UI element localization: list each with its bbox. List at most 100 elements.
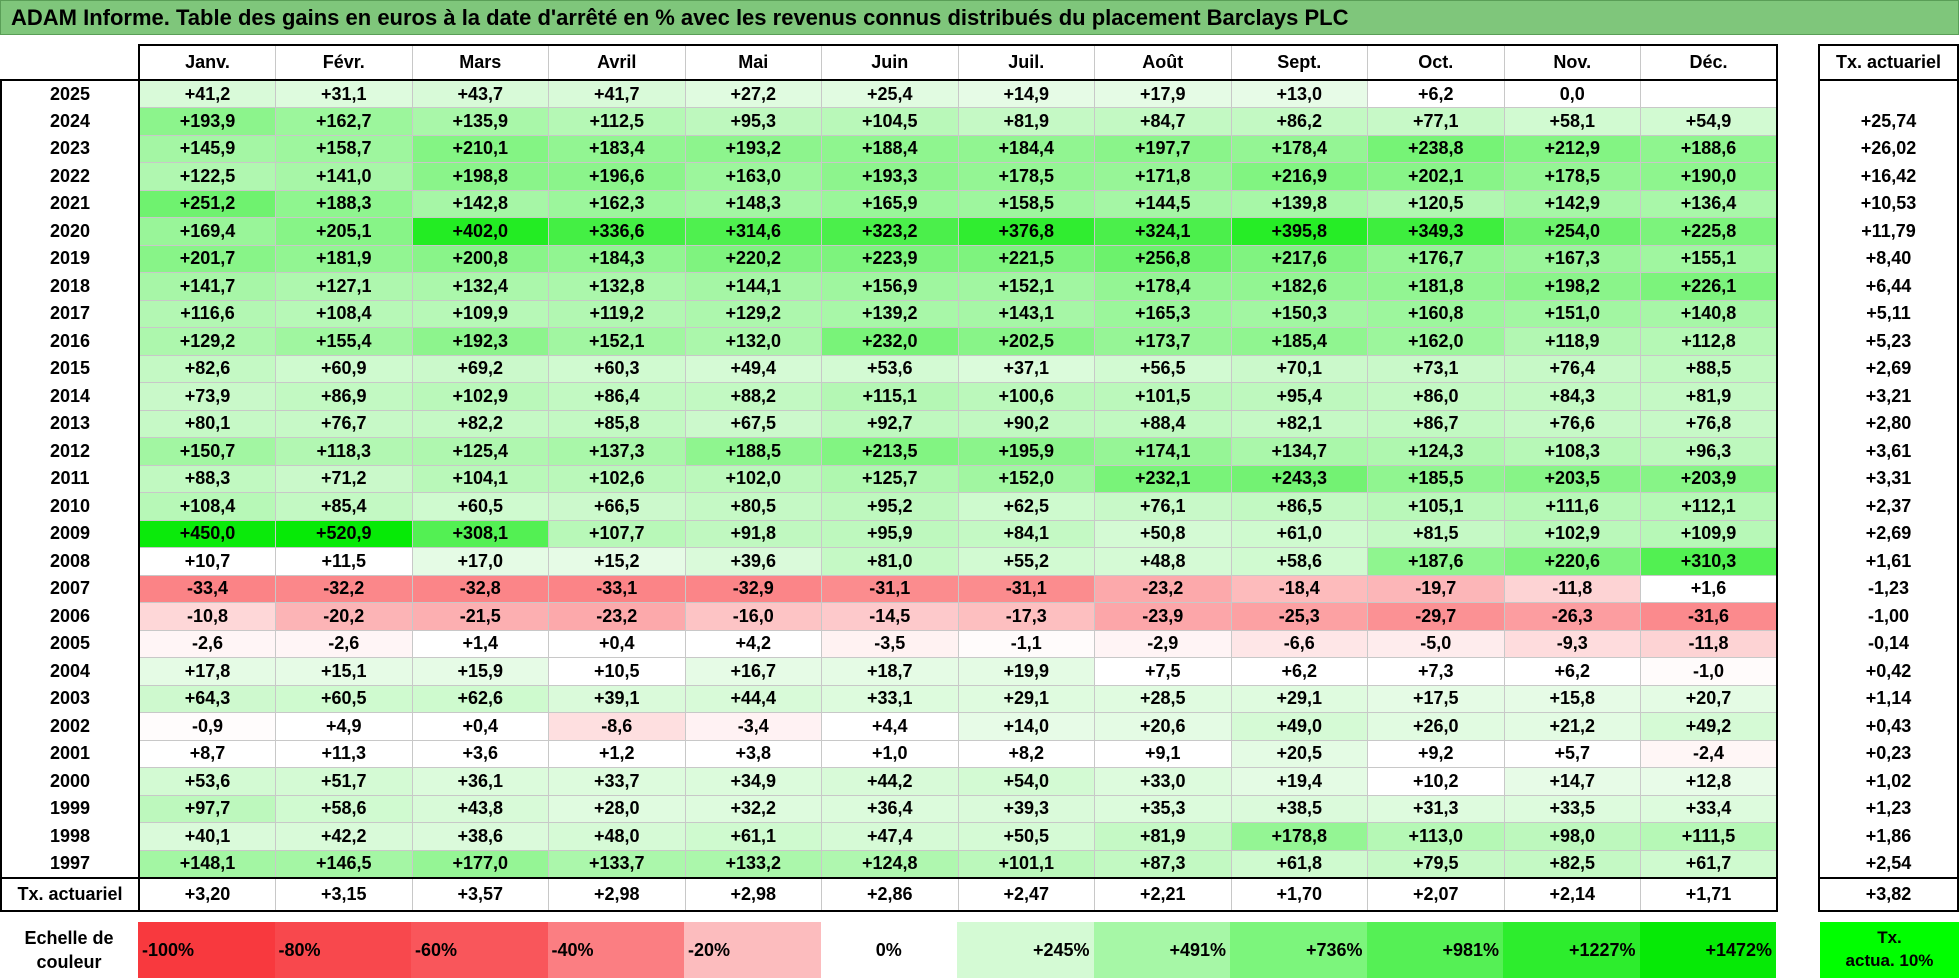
gain-cell: -31,1 [821,574,959,603]
gain-cell: +58,1 [1503,107,1641,136]
gain-cell: +122,5 [138,162,276,191]
gain-cell: +187,6 [1367,547,1505,576]
annual-rate-cell: -1,23 [1818,575,1959,603]
gain-cell: +142,8 [411,189,549,218]
gain-cell: +198,8 [411,162,549,191]
gain-cell: +223,9 [821,244,959,273]
gain-cell: +1,4 [411,629,549,658]
scale-swatch: -60% [411,922,548,978]
annual-rate-cell: +1,86 [1818,822,1959,850]
gain-cell: +202,5 [957,327,1095,356]
year-label: 2001 [0,740,140,768]
annual-rate-cell: +2,54 [1818,850,1959,878]
gain-cell: +120,5 [1367,189,1505,218]
gain-cell: +17,9 [1094,79,1232,108]
gain-cell: +124,3 [1367,437,1505,466]
gain-cell: +44,2 [821,767,959,796]
month-header: Févr. [275,44,413,81]
gain-cell: -2,9 [1094,629,1232,658]
gain-cell: +402,0 [411,217,549,246]
gain-cell: +33,7 [548,767,686,796]
annual-rate-cell: +16,42 [1818,162,1959,190]
color-scale-label-line2: couleur [36,952,102,972]
gain-cell: +137,3 [548,437,686,466]
gain-cell: -23,2 [1094,574,1232,603]
color-scale-label: Echelle de couleur [0,922,138,978]
gain-cell: +26,0 [1367,712,1505,741]
gain-cell: +6,2 [1367,79,1505,108]
gain-cell: +95,9 [821,519,959,548]
annual-rate-cell: +0,23 [1818,740,1959,768]
gain-cell: +112,1 [1640,492,1778,521]
annual-rate-cell: +2,37 [1818,492,1959,520]
gain-cell: +238,8 [1367,134,1505,163]
gain-cell: +11,5 [275,547,413,576]
year-label: 2017 [0,300,140,328]
gain-cell: +111,5 [1640,822,1778,851]
gain-cell: +181,9 [275,244,413,273]
gain-cell: +139,8 [1230,189,1368,218]
gain-cell: -32,8 [411,574,549,603]
gain-cell: +127,1 [275,272,413,301]
gain-cell: +195,9 [957,437,1095,466]
year-label: 2020 [0,217,140,245]
gain-cell: +67,5 [684,409,822,438]
gain-cell: +198,2 [1503,272,1641,301]
table-row: 2016 +129,2 +155,4 +192,3 +152,1 +132,0 +232,0… [0,327,1778,356]
gain-cell: +31,3 [1367,794,1505,823]
gain-cell: +49,0 [1230,712,1368,741]
annual-rate-cell: +11,79 [1818,217,1959,245]
table-row: 2017 +116,6 +108,4 +109,9 +119,2 +129,2 +139,2… [0,299,1778,328]
gain-cell: +95,3 [684,107,822,136]
year-label: 2007 [0,575,140,603]
gain-cell: +141,7 [138,272,276,301]
gain-cell: +28,5 [1094,684,1232,713]
month-header: Juin [821,44,959,81]
gain-cell: -32,9 [684,574,822,603]
gain-cell: +169,4 [138,217,276,246]
gain-cell: +142,9 [1503,189,1641,218]
gain-cell: +5,7 [1503,739,1641,768]
gain-cell: +42,2 [275,822,413,851]
scale-swatch: -20% [684,922,821,978]
gain-cell: +79,5 [1367,849,1505,878]
gain-cell: +184,4 [957,134,1095,163]
gain-cell: +15,8 [1503,684,1641,713]
gain-cell: -11,8 [1503,574,1641,603]
gain-cell: +7,3 [1367,657,1505,686]
gain-cell: -32,2 [275,574,413,603]
gain-cell: +308,1 [411,519,549,548]
gain-cell: +90,2 [957,409,1095,438]
gain-cell: +60,9 [275,354,413,383]
gain-cell: +254,0 [1503,217,1641,246]
gain-cell: +112,8 [1640,327,1778,356]
gain-cell: +188,6 [1640,134,1778,163]
gain-cell: +84,7 [1094,107,1232,136]
gain-cell: +144,1 [684,272,822,301]
gain-cell: +395,8 [1230,217,1368,246]
gain-cell: +73,1 [1367,354,1505,383]
gain-cell: -29,7 [1367,602,1505,631]
gain-cell: +148,3 [684,189,822,218]
gain-cell: +49,2 [1640,712,1778,741]
gain-cell: +61,8 [1230,849,1368,878]
gain-cell: -3,5 [821,629,959,658]
gain-cell: +15,1 [275,657,413,686]
gain-cell: +116,6 [138,299,276,328]
gain-cell: +188,5 [684,437,822,466]
rate-header: Tx. actuariel [1818,44,1959,81]
year-label: 2016 [0,327,140,355]
month-header: Déc. [1640,44,1778,81]
year-label: 2005 [0,630,140,658]
annual-rate-cell: +2,69 [1818,520,1959,548]
gain-cell: +62,5 [957,492,1095,521]
gain-cell: +84,1 [957,519,1095,548]
gain-cell: +86,7 [1367,409,1505,438]
gain-cell: +61,7 [1640,849,1778,878]
annual-rate-cell: -1,00 [1818,602,1959,630]
gain-cell: +324,1 [1094,217,1232,246]
year-label: 2019 [0,245,140,273]
gain-cell: +25,4 [821,79,959,108]
gain-cell: -10,8 [138,602,276,631]
gain-cell: -2,6 [138,629,276,658]
